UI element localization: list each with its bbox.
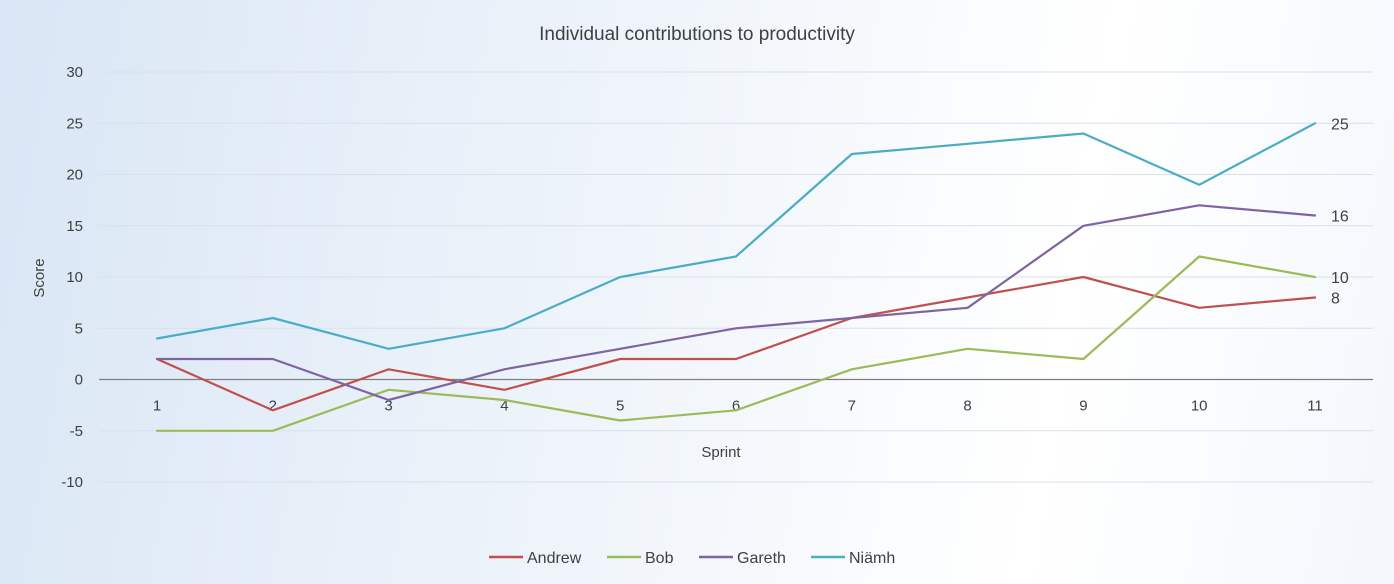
- legend-label: Gareth: [737, 550, 786, 567]
- x-tick-label: 10: [1191, 398, 1208, 415]
- x-axis-title: Sprint: [701, 444, 741, 461]
- legend-item: Niämh: [811, 550, 895, 567]
- x-axis-ticks: 1 2 3 4 5 6 7 8 9 10 11: [153, 398, 1323, 415]
- x-tick-label: 9: [1079, 398, 1087, 415]
- x-tick-label: 6: [732, 398, 740, 415]
- end-labels: 8 10 16 25: [1331, 116, 1349, 307]
- series-lines: [155, 122, 1317, 432]
- legend-item: Andrew: [489, 550, 582, 567]
- y-tick-label: 25: [66, 115, 83, 132]
- legend-item: Gareth: [699, 550, 786, 567]
- legend-item: Bob: [607, 550, 674, 567]
- end-label: 16: [1331, 209, 1349, 226]
- x-tick-label: 3: [384, 398, 392, 415]
- series-line-ni-mh: [155, 122, 1317, 350]
- legend-label: Andrew: [527, 550, 582, 567]
- series-line-gareth: [155, 204, 1317, 402]
- x-tick-label: 4: [500, 398, 508, 415]
- legend-label: Bob: [645, 550, 674, 567]
- y-tick-label: 0: [75, 372, 83, 389]
- end-label: 8: [1331, 291, 1340, 308]
- y-tick-label: 20: [66, 167, 83, 184]
- chart-title: Individual contributions to productivity: [539, 24, 855, 45]
- legend: Andrew Bob Gareth Niämh: [489, 550, 895, 567]
- y-tick-label: 5: [75, 320, 83, 337]
- x-tick-label: 11: [1307, 398, 1323, 415]
- legend-label: Niämh: [849, 550, 895, 567]
- y-axis-ticks: -10 -5 0 5 10 15 20 25 30: [61, 64, 83, 491]
- y-axis-title: Score: [31, 258, 48, 297]
- y-tick-label: -10: [61, 474, 83, 491]
- gridlines: [99, 71, 1373, 483]
- end-label: 10: [1331, 270, 1349, 287]
- y-tick-label: 15: [66, 218, 83, 235]
- y-tick-label: -5: [70, 423, 83, 440]
- series-line-bob: [155, 255, 1317, 432]
- series-line-andrew: [155, 275, 1317, 412]
- y-tick-label: 30: [66, 64, 83, 81]
- x-tick-label: 7: [848, 398, 856, 415]
- x-tick-label: 1: [153, 398, 161, 415]
- x-tick-label: 2: [269, 398, 277, 415]
- x-tick-label: 8: [963, 398, 971, 415]
- y-tick-label: 10: [66, 269, 83, 286]
- end-label: 25: [1331, 116, 1349, 133]
- x-tick-label: 5: [616, 398, 624, 415]
